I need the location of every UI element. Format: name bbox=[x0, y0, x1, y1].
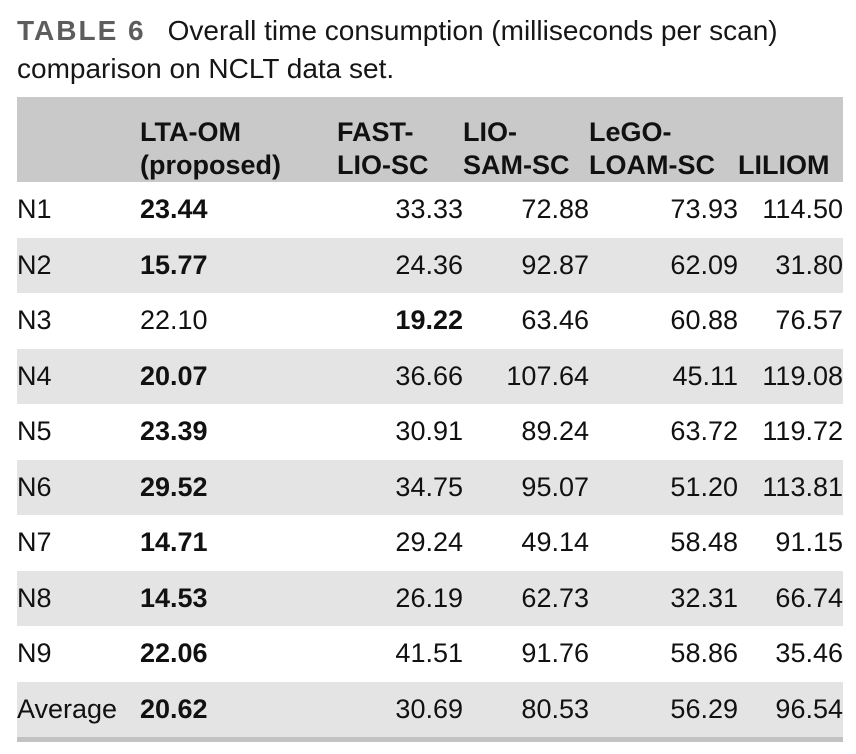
cell-value: 14.71 bbox=[140, 527, 208, 558]
cell-value: 96.54 bbox=[738, 681, 843, 740]
header-liliom: LILIOM bbox=[738, 97, 843, 182]
table-number-label: TABLE 6 bbox=[17, 15, 146, 46]
cell-value: 20.07 bbox=[140, 348, 337, 404]
cell-value: 89.24 bbox=[521, 416, 589, 447]
results-table: LTA-OM (proposed) FAST- LIO-SC LIO- SAM-… bbox=[17, 97, 843, 742]
cell-value: 58.48 bbox=[670, 527, 738, 558]
cell-value: 60.88 bbox=[670, 305, 738, 336]
table-row: N4 20.07 36.66 107.64 45.11 119.08 bbox=[17, 348, 843, 404]
header-fast-lio-sc: FAST- LIO-SC bbox=[337, 97, 463, 182]
cell-value: 32.31 bbox=[589, 570, 738, 626]
header-lta-om: LTA-OM (proposed) bbox=[140, 97, 337, 182]
cell-value: 56.29 bbox=[589, 681, 738, 740]
cell-value: 30.69 bbox=[337, 681, 463, 740]
cell-value: 19.22 bbox=[395, 305, 463, 336]
cell-value: 72.88 bbox=[521, 194, 589, 225]
row-label: N1 bbox=[17, 194, 52, 225]
header-lio-sam-sc: LIO- SAM-SC bbox=[463, 97, 589, 182]
cell-value: 58.86 bbox=[670, 638, 738, 669]
cell-value: 49.14 bbox=[521, 527, 589, 558]
cell-value: 76.57 bbox=[775, 305, 843, 336]
table-row: N6 29.52 34.75 95.07 51.20 113.81 bbox=[17, 459, 843, 515]
cell-value: 29.52 bbox=[140, 459, 337, 515]
cell-value: 23.39 bbox=[140, 416, 208, 447]
cell-value: 107.64 bbox=[463, 348, 589, 404]
cell-value: 41.51 bbox=[395, 638, 463, 669]
table-row: N8 14.53 26.19 62.73 32.31 66.74 bbox=[17, 570, 843, 626]
cell-value: 51.20 bbox=[589, 459, 738, 515]
header-lego-loam-sc: LeGO- LOAM-SC bbox=[589, 97, 738, 182]
cell-value: 114.50 bbox=[762, 194, 843, 225]
table-row: N3 22.10 19.22 63.46 60.88 76.57 bbox=[17, 293, 843, 349]
cell-value: 113.81 bbox=[738, 459, 843, 515]
cell-value: 119.08 bbox=[738, 348, 843, 404]
cell-value: 66.74 bbox=[738, 570, 843, 626]
cell-value: 22.10 bbox=[140, 305, 208, 336]
cell-value: 45.11 bbox=[589, 348, 738, 404]
table-caption: TABLE 6 Overall time consumption (millise… bbox=[17, 12, 841, 88]
cell-value: 24.36 bbox=[337, 237, 463, 293]
cell-value: 23.44 bbox=[140, 194, 208, 225]
row-label: N5 bbox=[17, 416, 52, 447]
caption-line-1: TABLE 6 Overall time consumption (millise… bbox=[17, 12, 841, 50]
cell-value: 36.66 bbox=[337, 348, 463, 404]
header-row: LTA-OM (proposed) FAST- LIO-SC LIO- SAM-… bbox=[17, 97, 843, 182]
caption-line-2: comparison on NCLT data set. bbox=[17, 53, 395, 84]
cell-value: 15.77 bbox=[140, 237, 337, 293]
cell-value: 80.53 bbox=[463, 681, 589, 740]
cell-value: 62.09 bbox=[589, 237, 738, 293]
table-row: Average 20.62 30.69 80.53 56.29 96.54 bbox=[17, 681, 843, 740]
cell-value: 33.33 bbox=[395, 194, 463, 225]
table-row: N2 15.77 24.36 92.87 62.09 31.80 bbox=[17, 237, 843, 293]
cell-value: 73.93 bbox=[670, 194, 738, 225]
cell-value: 22.06 bbox=[140, 638, 208, 669]
row-label: N8 bbox=[17, 570, 140, 626]
row-label: N9 bbox=[17, 638, 52, 669]
cell-value: 34.75 bbox=[337, 459, 463, 515]
cell-value: 20.62 bbox=[140, 681, 337, 740]
header-empty-cell bbox=[17, 97, 140, 182]
row-label: Average bbox=[17, 681, 140, 740]
cell-value: 14.53 bbox=[140, 570, 337, 626]
cell-value: 63.72 bbox=[670, 416, 738, 447]
row-label: N3 bbox=[17, 305, 52, 336]
table-row: N1 23.44 33.33 72.88 73.93 114.50 bbox=[17, 182, 843, 238]
cell-value: 119.72 bbox=[762, 416, 843, 447]
cell-value: 95.07 bbox=[463, 459, 589, 515]
cell-value: 35.46 bbox=[775, 638, 843, 669]
row-label: N4 bbox=[17, 348, 140, 404]
table-row: N5 23.39 30.91 89.24 63.72 119.72 bbox=[17, 404, 843, 460]
cell-value: 62.73 bbox=[463, 570, 589, 626]
cell-value: 31.80 bbox=[738, 237, 843, 293]
cell-value: 30.91 bbox=[395, 416, 463, 447]
row-label: N2 bbox=[17, 237, 140, 293]
cell-value: 63.46 bbox=[521, 305, 589, 336]
cell-value: 91.76 bbox=[521, 638, 589, 669]
row-label: N6 bbox=[17, 459, 140, 515]
caption-text-part-1: Overall time consumption (milliseconds p… bbox=[167, 15, 778, 46]
cell-value: 92.87 bbox=[463, 237, 589, 293]
table-row: N9 22.06 41.51 91.76 58.86 35.46 bbox=[17, 626, 843, 682]
cell-value: 91.15 bbox=[775, 527, 843, 558]
table-row: N7 14.71 29.24 49.14 58.48 91.15 bbox=[17, 515, 843, 571]
cell-value: 29.24 bbox=[395, 527, 463, 558]
cell-value: 26.19 bbox=[337, 570, 463, 626]
row-label: N7 bbox=[17, 527, 52, 558]
